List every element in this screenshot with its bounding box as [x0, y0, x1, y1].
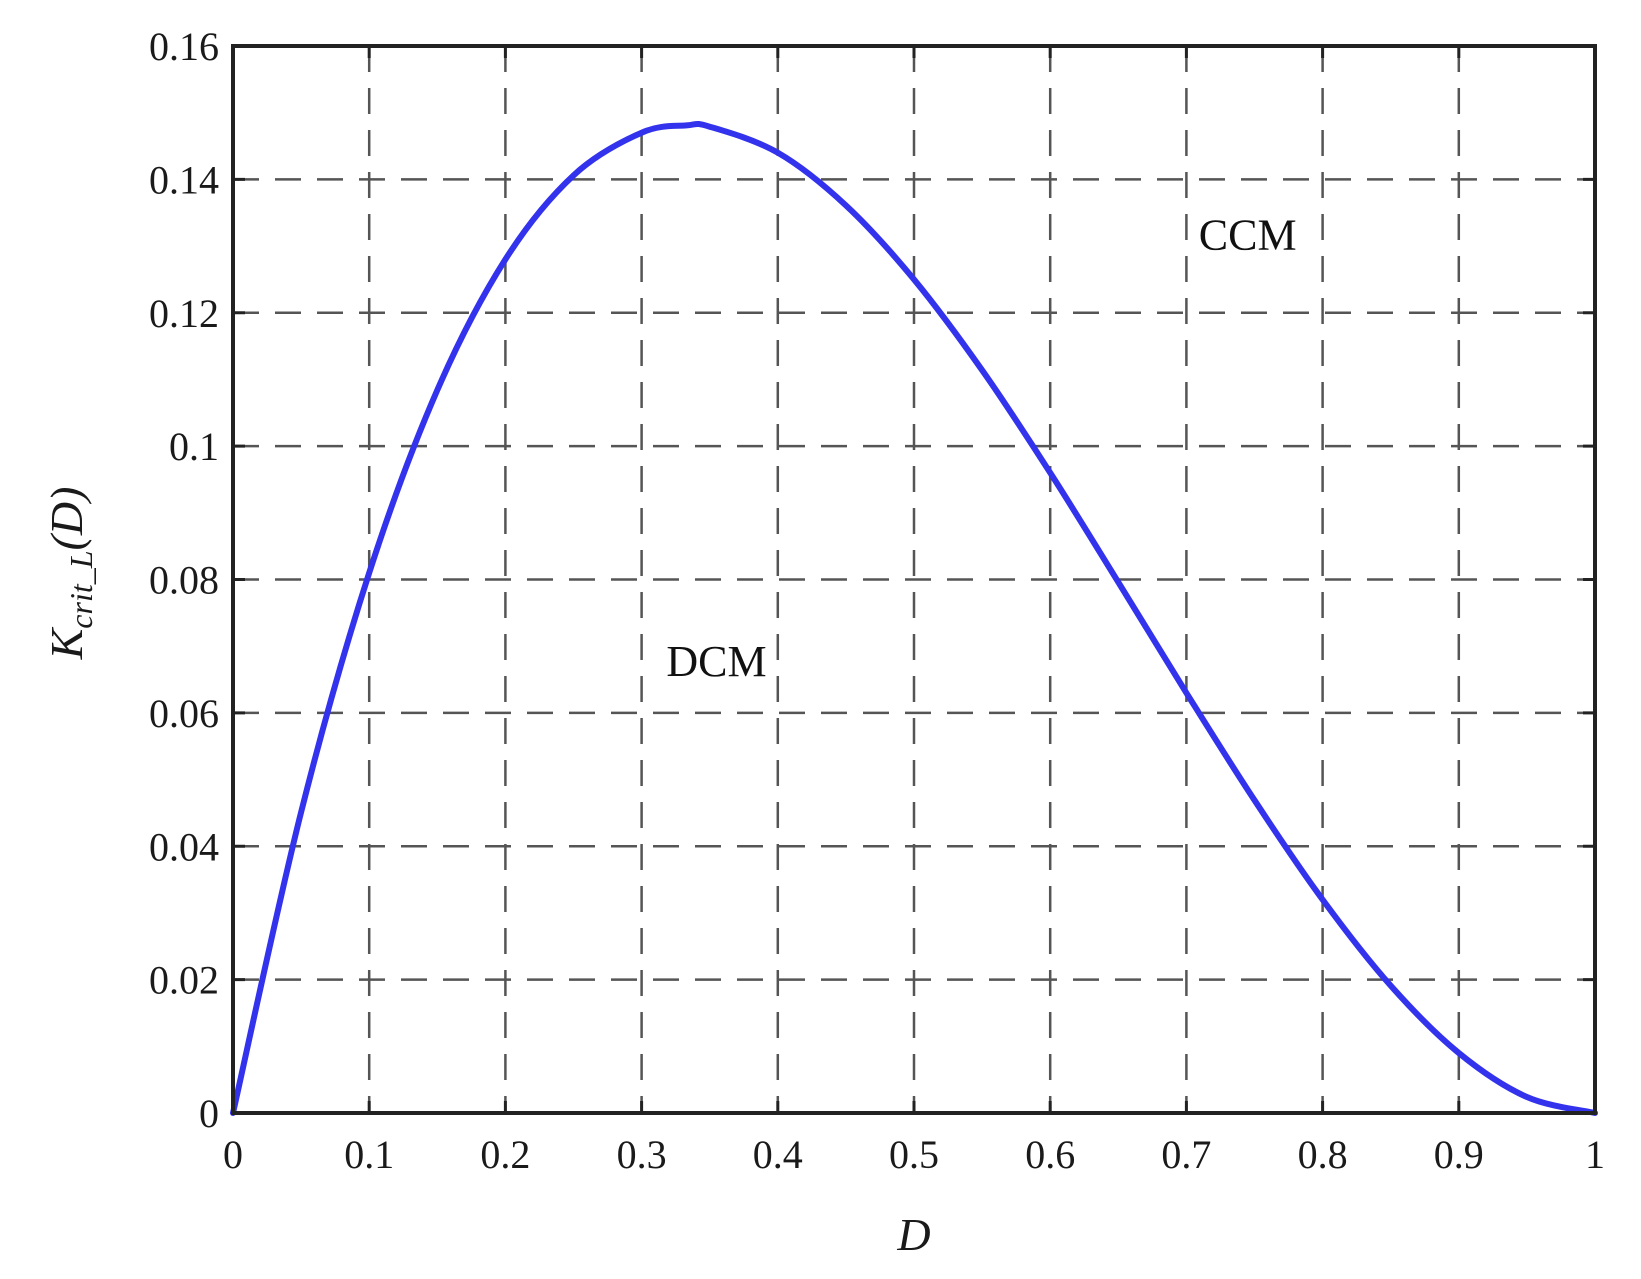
plot-area	[230, 120, 1598, 1116]
series-line	[230, 120, 1598, 1116]
x-tick-label: 0.3	[617, 1132, 667, 1177]
x-tick-label: 0.8	[1298, 1132, 1348, 1177]
y-axis-label-subscript: crit_L	[63, 550, 99, 628]
y-tick-label: 0.16	[149, 24, 219, 69]
y-tick-label: 0	[199, 1091, 219, 1136]
y-tick-label: 0.02	[149, 958, 219, 1003]
x-tick-label: 1	[1585, 1132, 1605, 1177]
x-tick-label: 0.4	[753, 1132, 803, 1177]
y-tick-label: 0.14	[149, 157, 219, 202]
x-tick-label: 0.6	[1025, 1132, 1075, 1177]
y-tick-label: 0.12	[149, 291, 219, 336]
y-tick-label: 0.06	[149, 691, 219, 736]
x-tick-label: 0.2	[480, 1132, 530, 1177]
y-axis-label-main: K	[41, 626, 92, 660]
x-tick-label: 0.7	[1161, 1132, 1211, 1177]
grid-lines	[233, 46, 1595, 1113]
x-tick-label: 0.9	[1434, 1132, 1484, 1177]
y-axis-label-suffix: (D)	[41, 487, 92, 551]
x-tick-label: 0.1	[344, 1132, 394, 1177]
y-axis-label: Kcrit_L(D)	[41, 487, 99, 661]
annotation-dcm: DCM	[666, 637, 766, 686]
y-tick-label: 0.1	[169, 424, 219, 469]
y-tick-label: 0.08	[149, 558, 219, 603]
x-axis-label: D	[896, 1209, 930, 1260]
x-tick-label: 0.5	[889, 1132, 939, 1177]
annotation-ccm: CCM	[1199, 210, 1297, 259]
y-tick-label: 0.04	[149, 824, 219, 869]
x-tick-label: 0	[223, 1132, 243, 1177]
annotations: CCM DCM	[666, 210, 1296, 686]
axis-ticks	[231, 44, 1597, 1115]
y-axis-tick-labels: 0 0.02 0.04 0.06 0.08 0.1 0.12 0.14 0.16	[149, 24, 219, 1136]
x-axis-tick-labels: 0 0.1 0.2 0.3 0.4 0.5 0.6 0.7 0.8 0.9 1	[223, 1132, 1605, 1177]
